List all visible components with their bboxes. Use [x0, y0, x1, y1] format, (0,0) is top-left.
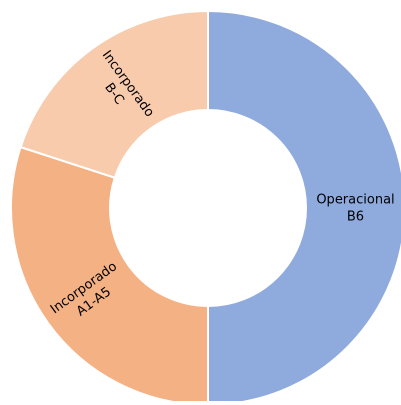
segment-label-line: B6 [347, 209, 364, 224]
segment-label-line: Operacional [316, 192, 394, 207]
donut-segment [10, 145, 209, 405]
donut-segment [19, 9, 209, 179]
donut-segment [207, 9, 401, 405]
segment-label: Operacional B6 [316, 192, 394, 224]
